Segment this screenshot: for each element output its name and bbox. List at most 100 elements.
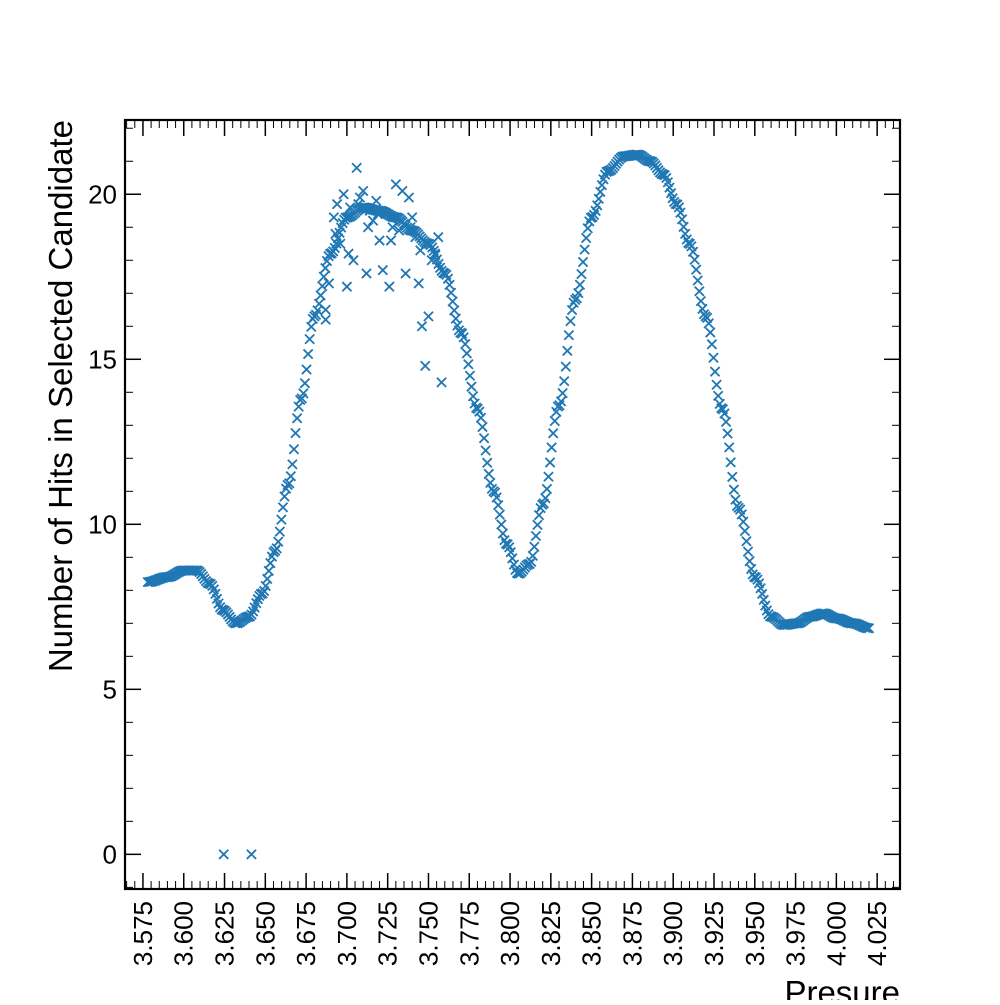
data-point-marker bbox=[730, 494, 741, 505]
data-point-marker bbox=[481, 457, 493, 469]
x-marker-shape bbox=[507, 553, 518, 564]
ticks-layer bbox=[125, 120, 900, 889]
data-point-marker bbox=[273, 536, 284, 547]
data-point-marker bbox=[694, 286, 705, 297]
data-point-marker bbox=[274, 526, 286, 537]
x-marker-shape bbox=[298, 388, 309, 399]
x-marker-shape bbox=[318, 271, 330, 282]
data-point-marker bbox=[576, 268, 587, 280]
x-marker-shape bbox=[756, 588, 768, 600]
x-marker-shape bbox=[331, 198, 343, 210]
y-axis-label: Number of Hits in Selected Candidate bbox=[42, 120, 79, 672]
data-point-marker bbox=[720, 416, 732, 428]
data-point-marker bbox=[262, 573, 273, 585]
data-point-marker bbox=[367, 215, 379, 226]
data-point-marker bbox=[357, 185, 369, 197]
x-marker-shape bbox=[263, 565, 275, 577]
data-point-marker bbox=[442, 273, 454, 284]
data-point-marker bbox=[738, 516, 749, 527]
x-marker-shape bbox=[276, 514, 287, 525]
data-point-marker bbox=[689, 254, 700, 266]
x-marker-shape bbox=[374, 235, 385, 246]
x-marker-shape bbox=[525, 556, 537, 568]
data-point-marker bbox=[555, 396, 567, 407]
data-point-marker bbox=[544, 457, 556, 468]
data-point-marker bbox=[711, 379, 722, 390]
data-point-marker bbox=[474, 406, 485, 417]
x-marker-shape bbox=[377, 264, 389, 276]
x-marker-shape bbox=[695, 295, 707, 307]
data-point-marker bbox=[703, 318, 714, 329]
x-marker-shape bbox=[709, 366, 721, 377]
data-point-marker bbox=[547, 428, 559, 439]
data-point-marker bbox=[423, 311, 434, 322]
data-point-marker bbox=[306, 321, 317, 333]
data-point-marker bbox=[496, 519, 507, 530]
x-marker-shape bbox=[712, 390, 724, 402]
x-marker-shape bbox=[505, 546, 517, 558]
x-marker-shape bbox=[576, 268, 587, 280]
x-tick-label: 3.975 bbox=[781, 901, 811, 966]
data-point-marker bbox=[723, 442, 735, 453]
data-point-marker bbox=[573, 287, 584, 299]
x-marker-shape bbox=[730, 494, 741, 505]
data-point-marker bbox=[288, 444, 300, 455]
data-point-marker bbox=[320, 314, 331, 325]
x-marker-shape bbox=[862, 622, 873, 634]
data-point-marker bbox=[395, 215, 406, 226]
x-marker-shape bbox=[423, 311, 434, 322]
data-point-marker bbox=[475, 412, 487, 424]
data-point-marker bbox=[429, 248, 441, 259]
data-point-marker bbox=[298, 388, 309, 399]
x-marker-shape bbox=[429, 248, 441, 259]
x-marker-shape bbox=[320, 314, 331, 325]
x-marker-shape bbox=[496, 519, 507, 530]
x-marker-shape bbox=[461, 348, 473, 359]
x-marker-shape bbox=[384, 281, 395, 292]
x-marker-shape bbox=[371, 195, 382, 207]
data-point-marker bbox=[719, 408, 730, 419]
x-marker-shape bbox=[535, 502, 546, 514]
x-marker-shape bbox=[301, 364, 312, 375]
data-point-marker bbox=[565, 315, 576, 327]
x-marker-shape bbox=[555, 396, 567, 407]
x-marker-shape bbox=[315, 290, 326, 301]
x-marker-shape bbox=[477, 421, 488, 433]
data-point-marker bbox=[448, 305, 460, 316]
data-point-marker bbox=[491, 492, 502, 503]
data-point-marker bbox=[444, 279, 455, 291]
data-point-marker bbox=[558, 375, 570, 387]
x-tick-label: 3.925 bbox=[699, 901, 729, 966]
x-marker-shape bbox=[728, 484, 740, 495]
data-point-marker bbox=[712, 390, 724, 402]
data-point-marker bbox=[447, 296, 458, 307]
x-marker-shape bbox=[299, 377, 311, 389]
data-point-marker bbox=[285, 470, 297, 482]
x-marker-shape bbox=[690, 264, 702, 275]
x-marker-shape bbox=[574, 279, 586, 291]
x-marker-shape bbox=[463, 359, 474, 370]
data-point-marker bbox=[218, 849, 229, 860]
data-point-marker bbox=[436, 377, 447, 388]
data-point-marker bbox=[301, 364, 312, 375]
data-point-marker bbox=[532, 519, 543, 531]
data-point-marker bbox=[706, 339, 718, 350]
x-marker-shape bbox=[863, 623, 875, 634]
data-point-marker bbox=[279, 491, 290, 502]
data-point-marker bbox=[328, 212, 340, 223]
x-marker-shape bbox=[338, 189, 349, 200]
x-marker-shape bbox=[711, 379, 722, 390]
data-point-marker bbox=[304, 333, 315, 345]
data-point-marker bbox=[577, 256, 589, 268]
x-marker-shape bbox=[497, 528, 509, 539]
data-point-marker bbox=[246, 849, 257, 860]
x-marker-shape bbox=[723, 442, 735, 453]
data-point-marker bbox=[343, 248, 354, 259]
x-marker-shape bbox=[343, 248, 354, 259]
data-point-marker bbox=[579, 244, 590, 255]
x-marker-shape bbox=[573, 287, 584, 299]
data-point-marker bbox=[492, 499, 504, 511]
data-point-marker bbox=[546, 442, 557, 453]
y-tick-label: 15 bbox=[88, 344, 117, 374]
data-point-marker bbox=[494, 509, 506, 520]
